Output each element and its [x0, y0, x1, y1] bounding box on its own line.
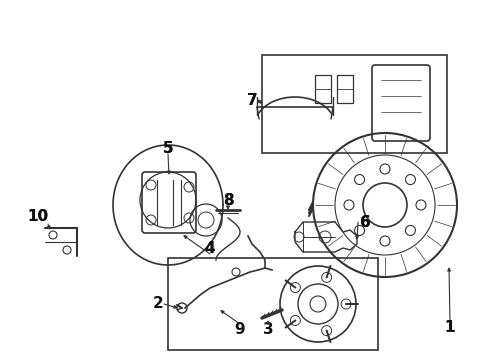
Text: 4: 4 [204, 240, 215, 256]
Text: 7: 7 [246, 93, 257, 108]
Text: 8: 8 [222, 193, 233, 207]
Text: 10: 10 [27, 208, 48, 224]
Bar [314, 75, 330, 103]
Text: 10: 10 [27, 208, 48, 224]
Text: 8: 8 [222, 193, 233, 207]
Text: 6: 6 [359, 215, 369, 230]
Text: 1: 1 [444, 320, 454, 336]
Bar [336, 75, 352, 103]
Text: 3: 3 [262, 323, 273, 338]
Text: 4: 4 [204, 240, 215, 256]
Text: 1: 1 [444, 320, 454, 336]
Bar [262, 55, 446, 153]
Text: 2: 2 [152, 297, 163, 311]
Text: 6: 6 [359, 215, 369, 230]
Text: 5: 5 [163, 140, 173, 156]
Text: 5: 5 [163, 140, 173, 156]
Text: 9: 9 [234, 323, 245, 338]
Bar [168, 258, 377, 350]
Text: 7: 7 [246, 93, 257, 108]
